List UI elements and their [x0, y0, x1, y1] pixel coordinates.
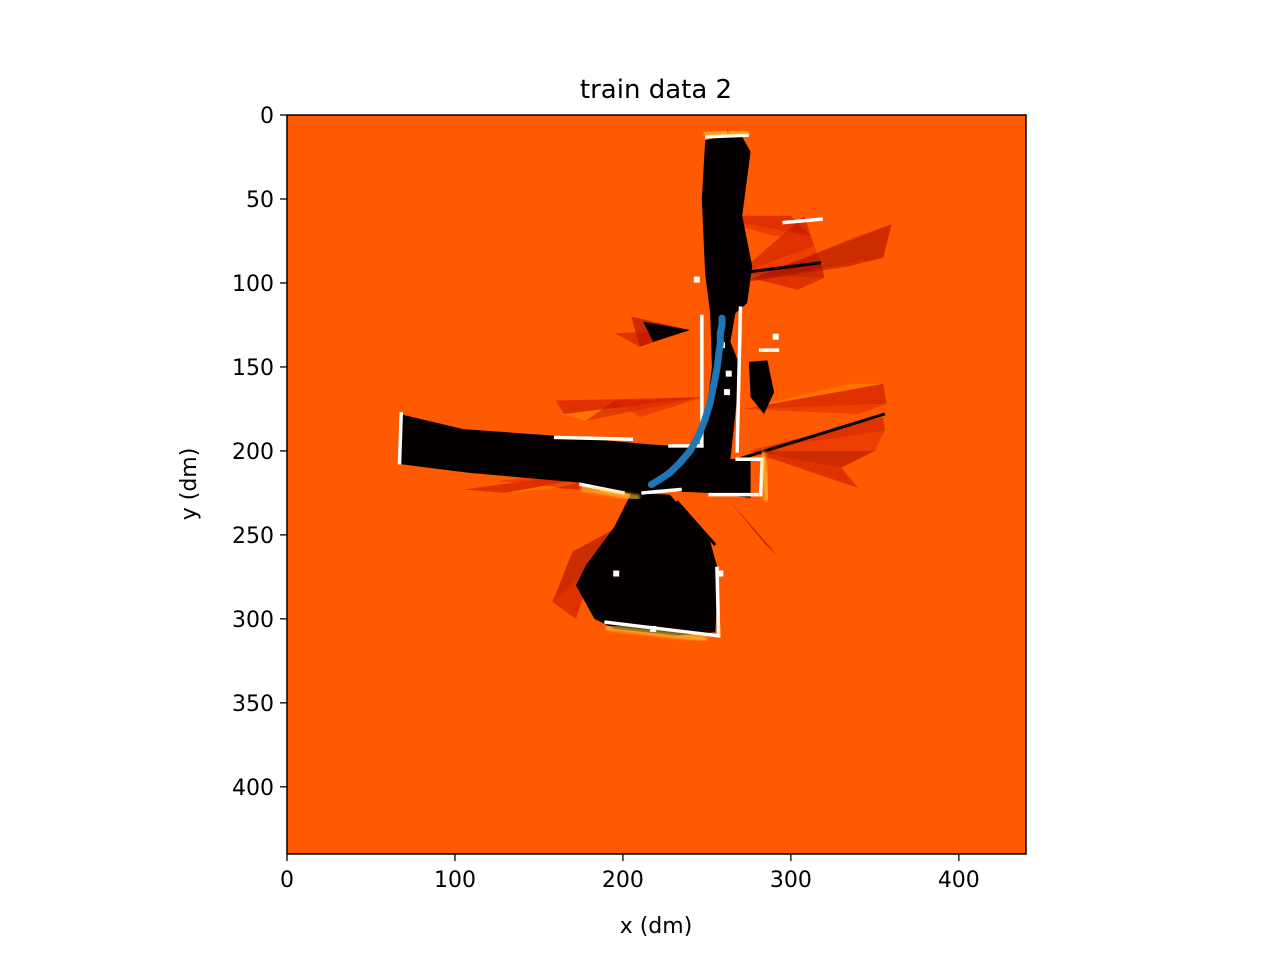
y-tick-label: 0	[260, 104, 274, 129]
wall-segment	[553, 435, 634, 441]
chart-title: train data 2	[580, 75, 732, 105]
wall-halo	[703, 128, 750, 139]
trajectory-point	[676, 459, 684, 467]
y-tick-label: 250	[232, 524, 274, 549]
y-tick-label: 50	[246, 188, 274, 213]
trajectory-point	[716, 329, 724, 337]
ray-fan	[748, 450, 875, 468]
ray-line	[675, 500, 717, 546]
x-tick-label: 100	[434, 868, 476, 893]
x-axis-ticks: 0 100 200 300 400	[280, 854, 980, 893]
wall-segment	[604, 620, 719, 638]
x-tick-label: 200	[602, 868, 644, 893]
wall-halo	[605, 624, 708, 642]
trajectory-point	[686, 447, 694, 455]
trajectory-point	[701, 415, 709, 423]
occupied-cell	[724, 389, 731, 396]
x-tick-label: 400	[938, 868, 980, 893]
trajectory-point	[715, 351, 723, 359]
y-tick-label: 200	[232, 440, 274, 465]
occupied-cell	[650, 625, 657, 632]
ray-fan	[737, 246, 822, 275]
trajectory-point	[716, 339, 724, 347]
wall-segment	[782, 217, 823, 225]
wall-halo	[759, 450, 771, 502]
free-space-regions	[399, 135, 775, 636]
x-tick-label: 0	[280, 868, 294, 893]
trajectory-point	[718, 314, 726, 322]
ray-fan	[727, 497, 766, 545]
wall-segment	[735, 306, 743, 453]
trajectory-point	[718, 321, 726, 329]
ray-fan	[748, 450, 858, 488]
y-axis-ticks: 0 50 100 150 200 250 300 350 400	[232, 104, 287, 801]
trajectory-point	[706, 398, 714, 406]
y-tick-label: 150	[232, 356, 274, 381]
ray-fan	[743, 383, 884, 409]
occupied-cell	[717, 570, 724, 577]
y-tick-label: 100	[232, 272, 274, 297]
wall-segment	[715, 566, 721, 638]
free-region	[575, 492, 719, 636]
occupied-walls	[394, 128, 823, 642]
occupied-cell	[725, 370, 732, 377]
ray-fan	[740, 257, 884, 283]
x-tick-label: 300	[770, 868, 812, 893]
occupied-cell	[772, 333, 779, 340]
y-tick-label: 400	[232, 776, 274, 801]
free-region	[399, 135, 753, 498]
plot-frame	[286, 114, 1027, 855]
plot-area	[287, 115, 1026, 854]
ray-fan	[614, 397, 704, 418]
wall-segment	[641, 487, 682, 495]
free-region	[748, 360, 775, 414]
ray-line	[726, 412, 886, 465]
ray-fan	[703, 215, 811, 236]
occupied-cell	[693, 276, 700, 283]
ray-fan	[727, 497, 778, 555]
trajectory-point	[694, 432, 702, 440]
trajectory-point	[666, 469, 674, 477]
x-axis-label: x (dm)	[620, 914, 693, 939]
occupied-cell	[613, 570, 620, 577]
trajectory-point	[647, 481, 655, 488]
trajectory-series	[647, 314, 726, 488]
ray-fan	[743, 403, 887, 414]
ray-fan	[743, 383, 887, 409]
y-tick-label: 300	[232, 608, 274, 633]
trajectory-point	[710, 381, 718, 389]
trajectory-point	[656, 475, 664, 483]
free-region	[643, 321, 691, 342]
y-tick-label: 350	[232, 692, 274, 717]
trajectory-point	[713, 365, 721, 373]
wall-halo	[580, 484, 641, 501]
y-axis-label: y (dm)	[177, 448, 202, 521]
